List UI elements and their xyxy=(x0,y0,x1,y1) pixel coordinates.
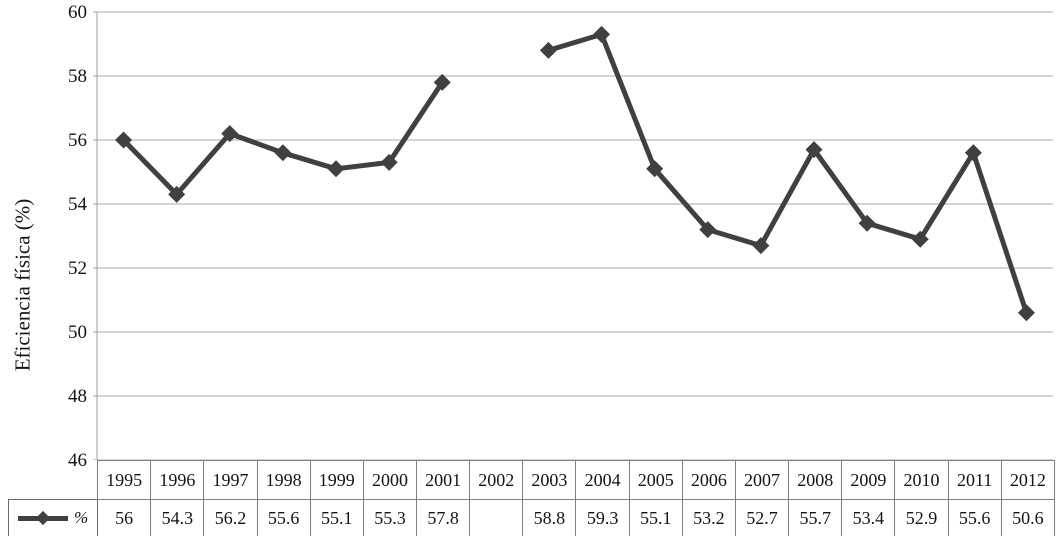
year-header-cell: 2006 xyxy=(681,460,736,500)
data-point-marker xyxy=(274,144,292,162)
data-point-marker xyxy=(327,160,345,178)
y-tick-label: 46 xyxy=(68,449,87,471)
data-point-marker xyxy=(221,125,239,143)
value-cell: 53.4 xyxy=(841,499,896,536)
data-point-marker xyxy=(168,185,186,203)
y-tick-label: 60 xyxy=(68,1,87,23)
data-point-marker xyxy=(752,237,770,255)
value-cell: 55.1 xyxy=(309,499,364,536)
value-row: % 56 54.3 56.2 55.6 55.1 55.3 57.8 58.8 59.3 55.1… xyxy=(7,499,1056,536)
data-point-marker xyxy=(646,160,664,178)
year-header-cell: 2003 xyxy=(522,460,577,500)
data-point-marker xyxy=(1017,304,1035,322)
year-header-cell: 2010 xyxy=(894,460,949,500)
value-cell: 52.9 xyxy=(894,499,949,536)
year-header-cell: 2005 xyxy=(628,460,683,500)
year-header-cell: 1996 xyxy=(150,460,205,500)
y-tick-label: 58 xyxy=(68,65,87,87)
year-header-cell: 2002 xyxy=(469,460,524,500)
year-header-cell: 2004 xyxy=(575,460,630,500)
year-header-cell: 2009 xyxy=(841,460,896,500)
series-legend: % xyxy=(10,501,97,536)
legend-blank-cell xyxy=(9,461,98,500)
data-table: 1995 1996 1997 1998 1999 2000 2001 2002 2003 2004… xyxy=(7,460,1056,536)
data-point-marker xyxy=(699,221,717,239)
legend-diamond-icon xyxy=(35,510,51,526)
data-point-marker xyxy=(433,73,451,91)
data-point-marker xyxy=(911,230,929,248)
data-point-marker xyxy=(858,214,876,232)
value-cell: 55.7 xyxy=(788,499,843,536)
year-header-cell: 1999 xyxy=(309,460,364,500)
value-cell: 56 xyxy=(97,499,152,536)
year-header-cell: 2001 xyxy=(416,460,471,500)
data-point-marker xyxy=(380,153,398,171)
value-cell: 50.6 xyxy=(1000,499,1056,536)
plot-area xyxy=(93,11,1053,460)
year-header-cell: 1995 xyxy=(97,460,152,500)
year-header-cell: 2011 xyxy=(947,460,1002,500)
year-header-cell: 1997 xyxy=(203,460,258,500)
legend-cell: % xyxy=(7,499,99,536)
y-axis-tick-labels: 46 48 50 52 54 56 58 60 xyxy=(0,0,87,470)
year-header-cell: 2000 xyxy=(362,460,418,500)
value-cell: 52.7 xyxy=(734,499,790,536)
data-point-marker xyxy=(593,25,611,43)
y-axis-title: Eficiencia física (%) xyxy=(10,198,35,372)
value-cell: 58.8 xyxy=(522,499,577,536)
legend-label: % xyxy=(73,508,89,527)
value-cell: 55.6 xyxy=(947,499,1002,536)
year-header-cell: 2012 xyxy=(1000,460,1056,500)
series-line xyxy=(121,79,445,197)
data-point-marker xyxy=(964,144,982,162)
y-tick-label: 56 xyxy=(68,129,87,151)
value-cell: 54.3 xyxy=(150,499,205,536)
data-point-marker xyxy=(539,41,557,59)
year-header-cell: 2008 xyxy=(788,460,843,500)
y-tick-label: 50 xyxy=(68,321,87,343)
value-cell: 53.2 xyxy=(681,499,736,536)
y-tick-label: 48 xyxy=(68,385,87,407)
value-cell: 57.8 xyxy=(416,499,471,536)
value-cell xyxy=(469,499,524,536)
value-cell: 56.2 xyxy=(203,499,258,536)
year-header-row: 1995 1996 1997 1998 1999 2000 2001 2002 2003 2004… xyxy=(9,460,1056,500)
legend-line-symbol xyxy=(17,510,68,526)
y-tick-label: 52 xyxy=(68,257,87,279)
year-header-cell: 1998 xyxy=(256,460,311,500)
value-cell: 59.3 xyxy=(575,499,630,536)
data-point-marker xyxy=(805,141,823,159)
year-header-cell: 2007 xyxy=(734,460,790,500)
data-point-marker xyxy=(115,131,133,149)
value-cell: 55.3 xyxy=(362,499,418,536)
value-cell: 55.1 xyxy=(628,499,683,536)
series-line xyxy=(545,31,1029,316)
y-tick-label: 54 xyxy=(68,193,87,215)
value-cell: 55.6 xyxy=(256,499,311,536)
